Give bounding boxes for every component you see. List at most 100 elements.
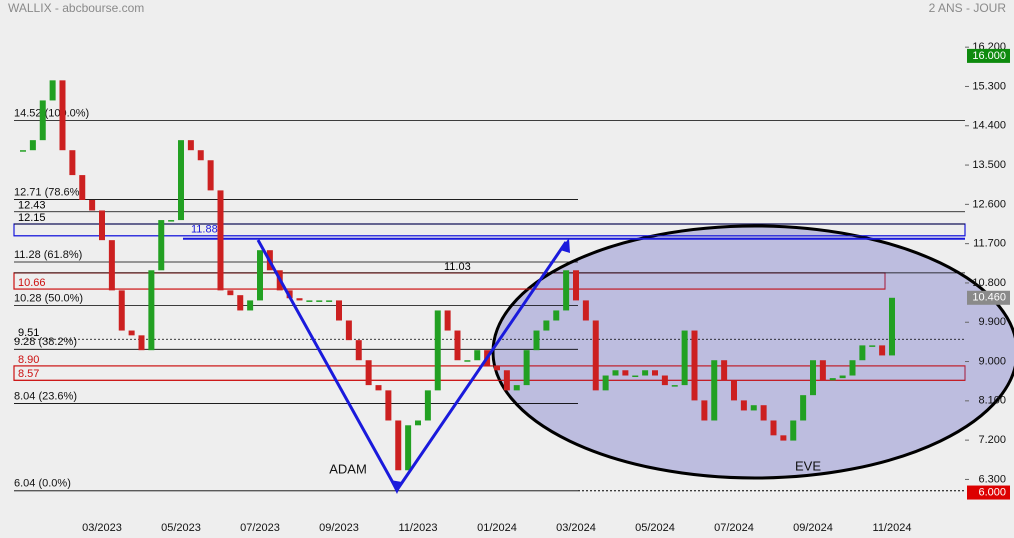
candle <box>207 160 214 191</box>
x-tick-label: 07/2023 <box>240 522 280 534</box>
candle <box>375 385 382 391</box>
candle <box>592 320 599 391</box>
x-tick-label: 05/2024 <box>635 522 675 534</box>
candle <box>405 425 412 471</box>
candle <box>829 378 836 381</box>
candle <box>217 190 224 291</box>
candle <box>740 400 747 411</box>
candle <box>721 360 728 381</box>
candle <box>148 270 155 351</box>
candle <box>839 375 846 379</box>
candle <box>158 220 165 271</box>
levels: 14.52 (100.0%) 12.71 (78.6%) 11.28 (61.8%)… <box>14 107 965 492</box>
candle <box>474 350 481 361</box>
candle <box>197 150 204 161</box>
candle <box>69 150 76 176</box>
candle <box>326 300 333 302</box>
candle <box>553 310 560 321</box>
axes: 03/2023 05/2023 07/2023 09/2023 11/2023 01/20… <box>82 41 1010 534</box>
candle <box>444 310 451 331</box>
candle <box>661 375 668 386</box>
price-tag-label: 16.000 <box>972 50 1006 62</box>
x-tick-label: 03/2023 <box>82 522 122 534</box>
candle <box>701 400 708 421</box>
candle <box>108 240 115 291</box>
candle <box>257 250 263 301</box>
x-tick-label: 09/2023 <box>319 522 359 534</box>
candle <box>800 395 807 421</box>
fib-label: 12.71 (78.6%) <box>14 186 83 198</box>
y-tick-label: 15.300 <box>972 80 1006 92</box>
x-tick-label: 01/2024 <box>477 522 517 534</box>
candle <box>602 375 609 391</box>
candle <box>306 300 313 302</box>
price-tag <box>967 485 1010 500</box>
candle <box>691 330 698 401</box>
candle <box>415 420 421 426</box>
candles <box>20 80 895 471</box>
price-tag-label: 10.460 <box>972 292 1006 304</box>
candle <box>227 290 234 296</box>
y-tick-label: 13.500 <box>972 159 1006 171</box>
candle <box>187 140 194 151</box>
x-tick-label: 11/2023 <box>399 522 438 534</box>
candle <box>849 360 856 376</box>
candle <box>247 300 254 311</box>
level-label: 9.51 <box>18 327 39 339</box>
candle <box>168 220 175 222</box>
candle <box>424 390 431 421</box>
fib-label: 6.04 (0.0%) <box>14 478 71 490</box>
candle <box>790 420 797 441</box>
candle <box>20 150 26 152</box>
y-tick-label: 12.600 <box>972 198 1006 210</box>
candle <box>79 175 86 200</box>
candle <box>711 360 718 421</box>
y-tick-label: 10.800 <box>972 277 1006 289</box>
candle <box>39 100 46 141</box>
x-tick-label: 05/2023 <box>161 522 201 534</box>
x-tick-label: 09/2024 <box>793 522 833 534</box>
candle <box>178 140 184 221</box>
candle <box>365 360 372 386</box>
candle <box>345 320 352 341</box>
candle <box>750 405 757 411</box>
candle <box>760 405 767 421</box>
y-tick-label: 7.200 <box>978 434 1006 446</box>
candle <box>434 310 441 391</box>
candle <box>652 370 658 376</box>
y-tick-label: 14.400 <box>972 120 1006 132</box>
annotation: EVE <box>795 458 821 473</box>
chart-subtitle: 2 ANS - JOUR <box>929 1 1007 15</box>
level-label: 11.88 <box>191 224 218 236</box>
price-tag <box>967 48 1010 63</box>
level-label: 10.66 <box>18 277 46 289</box>
y-tick-label: 9.900 <box>978 316 1006 328</box>
candle <box>563 270 570 311</box>
candle <box>118 290 125 331</box>
price-tag <box>967 290 1010 305</box>
candle <box>128 330 135 336</box>
candle <box>671 385 678 387</box>
price-tag-label: 6.000 <box>978 486 1006 498</box>
level-label: 12.43 <box>18 200 46 212</box>
x-tick-label: 03/2024 <box>556 522 596 534</box>
x-tick-label: 07/2024 <box>714 522 754 534</box>
arrow-head <box>390 480 402 494</box>
candle <box>819 360 826 381</box>
candle <box>612 370 619 376</box>
arrow-head <box>560 238 570 253</box>
candle <box>49 80 56 101</box>
candle <box>454 330 461 361</box>
candle <box>29 140 36 151</box>
candle <box>395 420 402 471</box>
y-tick-label: 9.000 <box>978 355 1006 367</box>
candle <box>523 350 530 386</box>
candle <box>99 210 105 241</box>
candle <box>582 300 589 321</box>
candle <box>632 375 639 378</box>
candle <box>780 435 787 441</box>
candle <box>316 300 323 302</box>
candle <box>642 370 649 376</box>
